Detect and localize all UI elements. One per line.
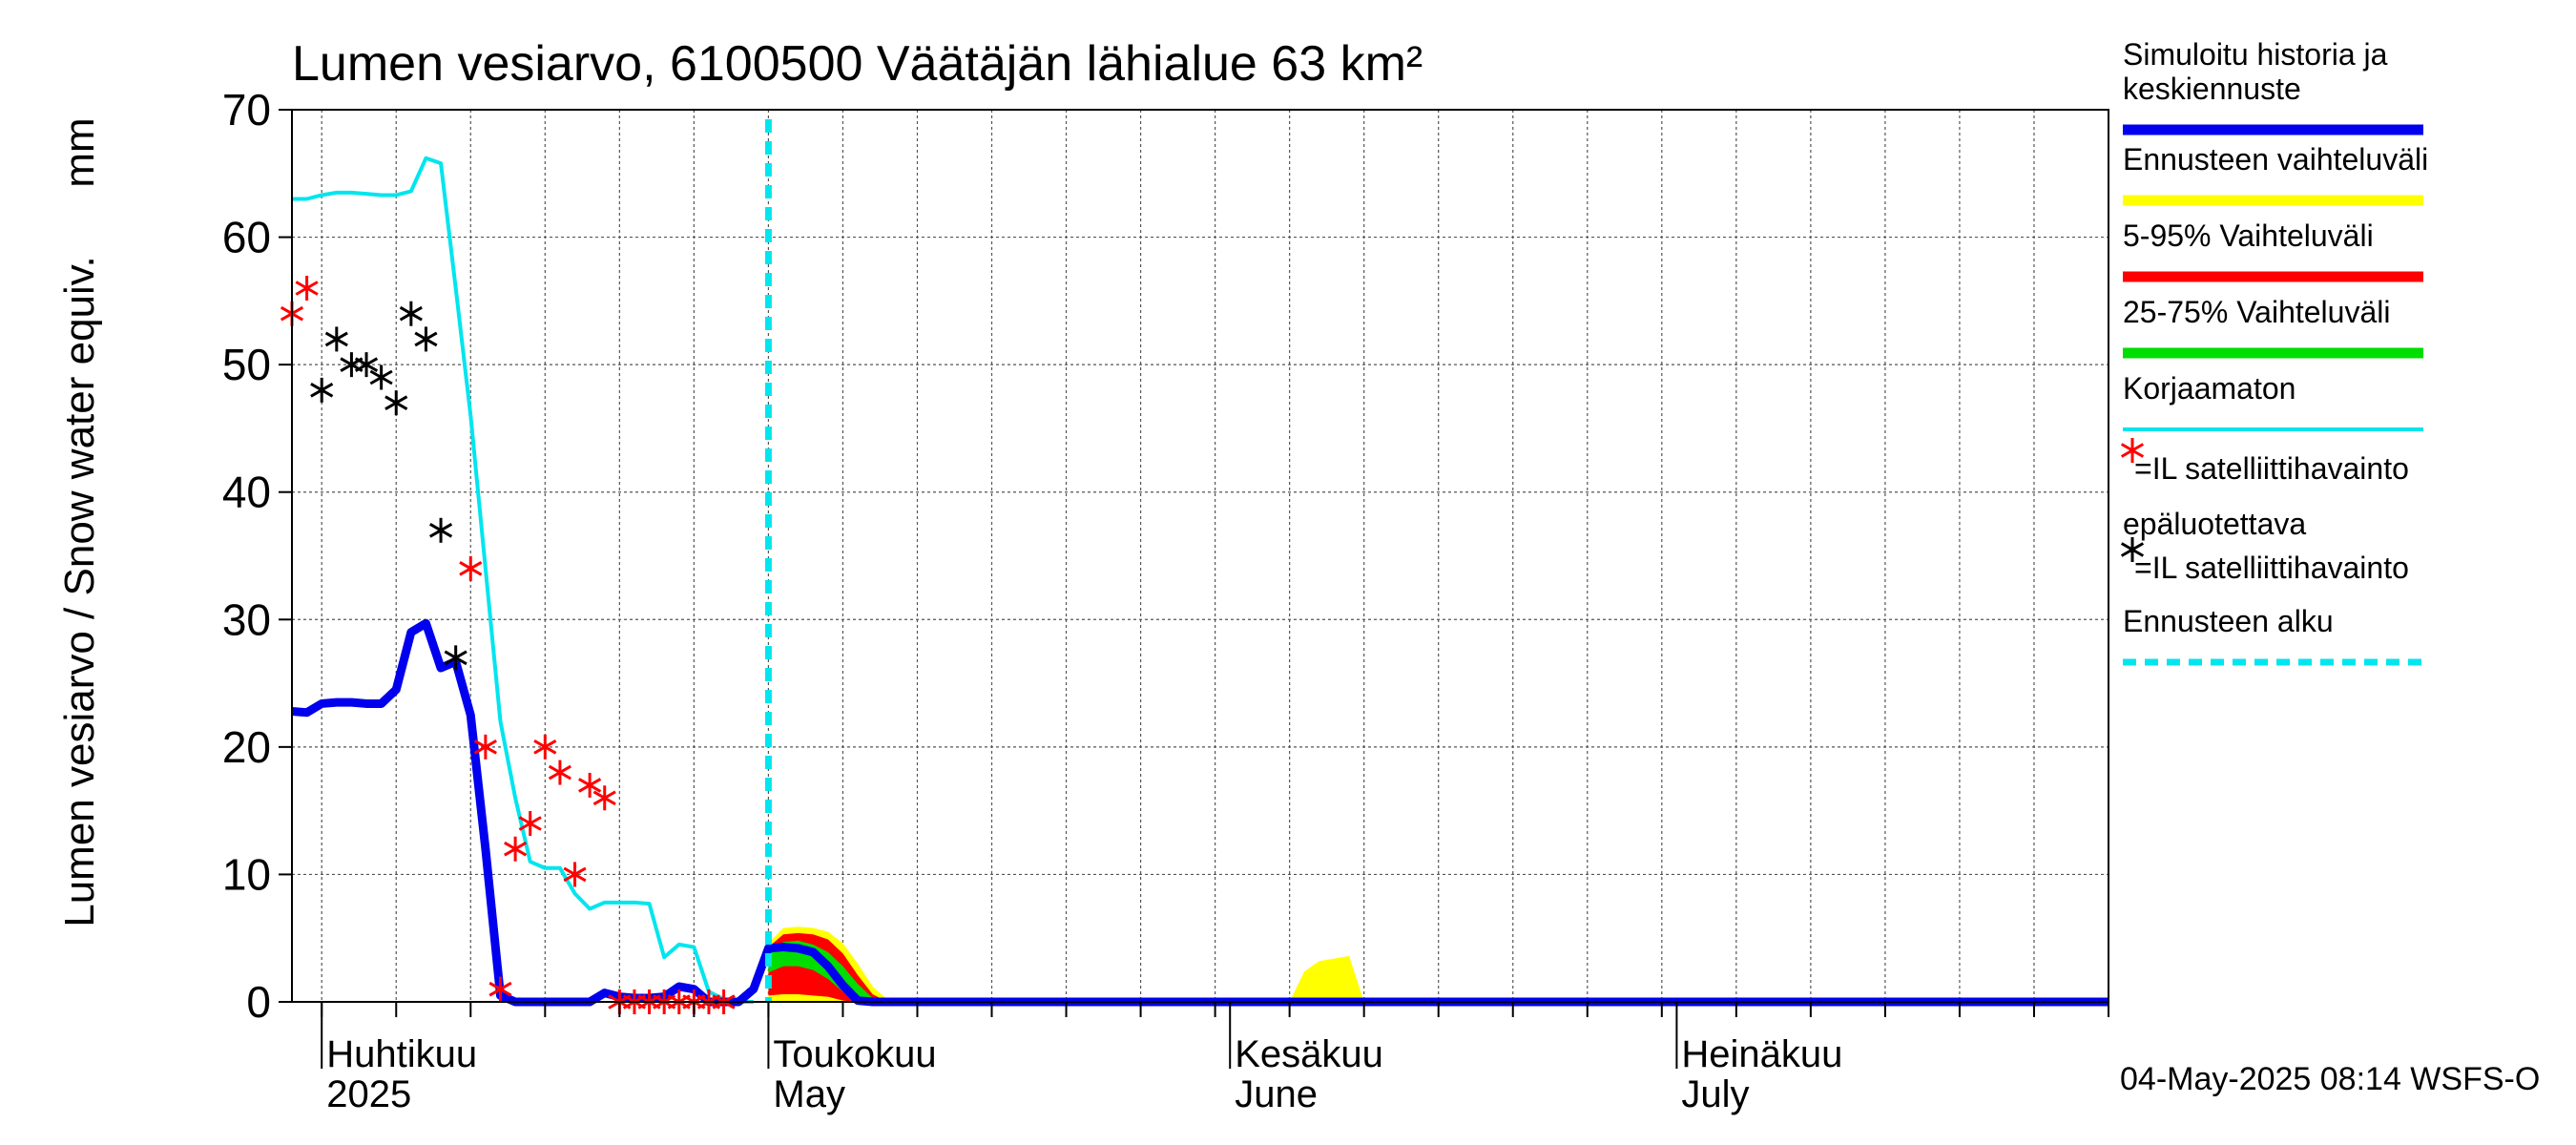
star-stroke [414, 331, 438, 347]
obs-unreliable-marker [295, 276, 319, 301]
month-label-fi: Huhtikuu [326, 1033, 477, 1075]
y-axis-label: Lumen vesiarvo / Snow water equiv. [56, 256, 103, 927]
month-label-en: 2025 [326, 1073, 411, 1115]
y-axis-unit: mm [56, 117, 103, 187]
star-stroke [548, 764, 571, 781]
star-stroke [488, 981, 512, 997]
star-stroke [533, 739, 557, 755]
star-stroke [459, 561, 483, 576]
legend-label: Ennusteen vaihteluväli [2123, 142, 2428, 177]
obs-unreliable-marker [533, 734, 557, 760]
chart-title: Lumen vesiarvo, 6100500 Väätäjän lähialu… [292, 36, 1423, 92]
legend-label: epäluotettava [2123, 507, 2306, 541]
star-stroke [2120, 443, 2145, 458]
obs-marker [310, 377, 334, 403]
month-label-en: June [1235, 1073, 1318, 1115]
legend-item-p595: 5-95% Vaihteluväli [2123, 219, 2423, 282]
obs-unreliable-marker [459, 555, 483, 581]
y-tick-label: 60 [222, 213, 271, 262]
star-stroke [324, 331, 348, 347]
y-tick-label: 30 [222, 594, 271, 644]
timestamp-footer: 04-May-2025 08:14 WSFS-O [2120, 1061, 2540, 1097]
plot-frame [291, 109, 2109, 1003]
obs-marker [384, 390, 408, 416]
legend-star-icon [2120, 438, 2145, 463]
obs-marker [369, 364, 393, 390]
legend-label: 25-75% Vaihteluväli [2123, 295, 2390, 329]
star-stroke [295, 281, 319, 296]
star-stroke [399, 305, 423, 322]
star-stroke [2120, 542, 2145, 557]
obs-unreliable-marker [518, 811, 542, 836]
legend-star-icon [2120, 537, 2145, 562]
legend-item-obs_bad: =IL satelliittihavainto epäluotettava [2120, 438, 2409, 541]
star-stroke [504, 841, 528, 857]
star-stroke [354, 357, 379, 372]
y-tick-label: 70 [222, 85, 271, 135]
obs-unreliable-marker [488, 976, 512, 1002]
obs-unreliable-marker [504, 836, 528, 862]
legend-label: keskiennuste [2123, 72, 2301, 106]
month-label-fi: Toukokuu [773, 1033, 936, 1075]
obs-unreliable-marker [592, 785, 616, 811]
series-lines [291, 156, 2109, 1007]
star-stroke [592, 790, 616, 806]
legend-label: Simuloitu historia ja [2123, 37, 2388, 72]
y-tick-label: 40 [222, 468, 271, 517]
legend-item-fc: Ennusteen alku [2123, 604, 2423, 666]
y-tick-label: 10 [222, 849, 271, 899]
uncorrected-line [292, 156, 754, 1004]
y-tick-label: 50 [222, 340, 271, 389]
obs-unreliable-marker [578, 772, 602, 798]
star-stroke [473, 739, 497, 755]
obs-marker [399, 301, 423, 326]
star-stroke [369, 369, 393, 385]
legend-item-obs: =IL satelliittihavainto [2120, 537, 2409, 585]
legend-label: 5-95% Vaihteluväli [2123, 219, 2374, 253]
obs-marker [414, 326, 438, 352]
y-tick-label: 20 [222, 722, 271, 772]
obs-marker [324, 326, 348, 352]
legend-item-range: Ennusteen vaihteluväli [2123, 142, 2428, 206]
star-stroke [518, 816, 542, 831]
star-stroke [563, 866, 587, 883]
y-tick-label: 0 [246, 977, 271, 1027]
month-label-fi: Heinäkuu [1681, 1033, 1842, 1075]
obs-marker [429, 517, 453, 543]
month-label-fi: Kesäkuu [1235, 1033, 1383, 1075]
band-Kesäkuu ennusteen vaihteluväli [1289, 955, 1364, 1002]
legend-label: =IL satelliittihavainto [2134, 451, 2409, 486]
obs-unreliable-marker [473, 734, 497, 760]
obs-unreliable-marker [548, 760, 571, 785]
obs-marker [444, 645, 467, 671]
star-stroke [429, 522, 453, 538]
legend-label: Ennusteen alku [2123, 604, 2334, 638]
star-stroke [578, 778, 602, 793]
legend-label: Korjaamaton [2123, 371, 2296, 406]
legend-item-raw: Korjaamaton [2123, 371, 2423, 431]
simulated-line [291, 618, 2109, 1007]
month-label-en: May [773, 1073, 845, 1115]
star-stroke [444, 650, 467, 666]
obs-marker [354, 352, 379, 378]
star-stroke [384, 395, 408, 411]
y-axis: 0 10 20 30 40 50 60 70 [222, 85, 292, 1027]
month-label-en: July [1681, 1073, 1749, 1115]
star-stroke [310, 383, 334, 398]
obs-unreliable-marker [563, 862, 587, 887]
legend-item-p2575: 25-75% Vaihteluväli [2123, 295, 2423, 359]
legend-label: =IL satelliittihavainto [2134, 551, 2409, 585]
